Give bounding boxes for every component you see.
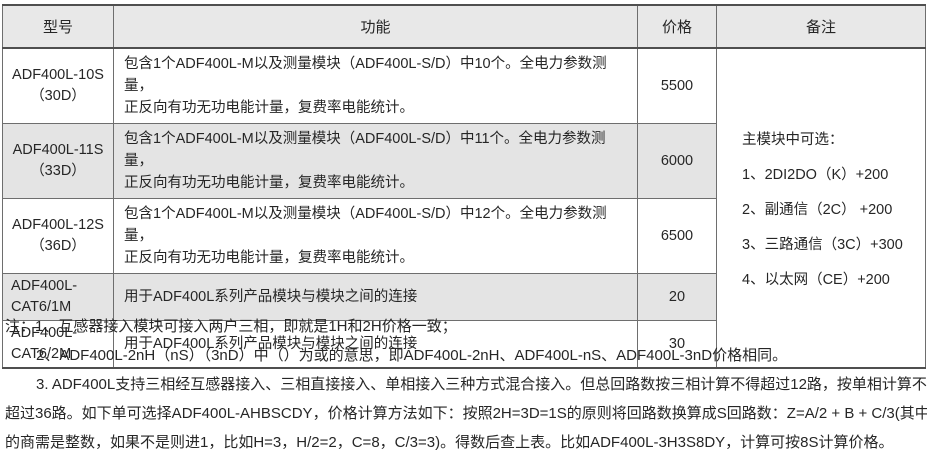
- model-cell: ADF400L-11S （33D）: [2, 123, 114, 199]
- function-cell: 包含1个ADF400L-M以及测量模块（ADF400L-S/D）中11个。全电力…: [113, 123, 638, 199]
- function-cell: 用于ADF400L系列产品模块与模块之间的连接: [113, 273, 638, 321]
- note-line-1: 注：1、互感器接入模块可接入两户三相，即就是1H和2H价格一致；: [5, 318, 457, 335]
- model-name: ADF400L-12S: [12, 217, 104, 233]
- price-table: 型号 功能 价格 备注 ADF400L-10S （30D） 包含1个ADF400…: [2, 4, 926, 369]
- remark-item: 2、副通信（2C） +200: [742, 201, 893, 218]
- price-cell: 30: [637, 320, 717, 369]
- remark-title: 主模块中可选：: [742, 131, 844, 148]
- price-cell: 5500: [637, 47, 717, 124]
- header-model: 型号: [2, 4, 114, 49]
- header-remark: 备注: [716, 4, 926, 49]
- remark-item: 4、以太网（CE）+200: [742, 271, 890, 288]
- note-line-5: 的商需是整数，如果不是则进1，比如H=3，H/2=2，C=8，C/3=3)。得数…: [5, 434, 894, 451]
- table-row: ADF400L-CAT6/1M 用于ADF400L系列产品模块与模块之间的连接 …: [2, 273, 926, 321]
- note-line-3: 3. ADF400L支持三相经互感器接入、三相直接接入、单相接入三种方式混合接入…: [36, 376, 927, 393]
- footnotes: 注：1、互感器接入模块可接入两户三相，即就是1H和2H价格一致； 2、ADF40…: [5, 312, 927, 457]
- model-variant: （33D）: [30, 163, 86, 179]
- model-name: ADF400L-10S: [12, 67, 104, 83]
- model-variant: （36D）: [30, 238, 86, 254]
- table-row: ADF400L-10S （30D） 包含1个ADF400L-M以及测量模块（AD…: [2, 47, 926, 369]
- remark-item: 3、三路通信（3C）+300: [742, 236, 903, 253]
- price-cell: 6000: [637, 123, 717, 199]
- note-line-2: 2、ADF400L-2nH（nS）（3nD）中（）为或的意思，即ADF400L-…: [36, 347, 788, 364]
- header-price: 价格: [637, 4, 717, 49]
- model-cell: ADF400L-CAT6/1M: [2, 273, 114, 321]
- note-line-4: 超过36路。如下单可选择ADF400L-AHBSCDY，价格计算方法如下：按照2…: [5, 405, 927, 422]
- model-cell: ADF400L-CAT6/2M: [2, 320, 114, 369]
- remark-cell: 主模块中可选： 1、2DI2DO（K）+200 2、副通信（2C） +200 3…: [716, 47, 926, 369]
- table-row: ADF400L-CAT6/2M 用于ADF400L系列产品模块与模块之间的连接 …: [2, 320, 926, 369]
- function-cell: 用于ADF400L系列产品模块与模块之间的连接: [113, 320, 638, 369]
- function-cell: 包含1个ADF400L-M以及测量模块（ADF400L-S/D）中12个。全电力…: [113, 198, 638, 274]
- remark-item: 1、2DI2DO（K）+200: [742, 166, 889, 183]
- header-row: 型号 功能 价格 备注: [2, 4, 926, 49]
- function-cell: 包含1个ADF400L-M以及测量模块（ADF400L-S/D）中10个。全电力…: [113, 47, 638, 124]
- model-variant: （30D）: [30, 88, 86, 104]
- table-row: ADF400L-12S （36D） 包含1个ADF400L-M以及测量模块（AD…: [2, 198, 926, 274]
- price-cell: 6500: [637, 198, 717, 274]
- model-name: ADF400L-11S: [12, 142, 104, 158]
- model-cell: ADF400L-12S （36D）: [2, 198, 114, 274]
- model-cell: ADF400L-10S （30D）: [2, 47, 114, 124]
- table-row: ADF400L-11S （33D） 包含1个ADF400L-M以及测量模块（AD…: [2, 123, 926, 199]
- header-function: 功能: [113, 4, 638, 49]
- price-cell: 20: [637, 273, 717, 321]
